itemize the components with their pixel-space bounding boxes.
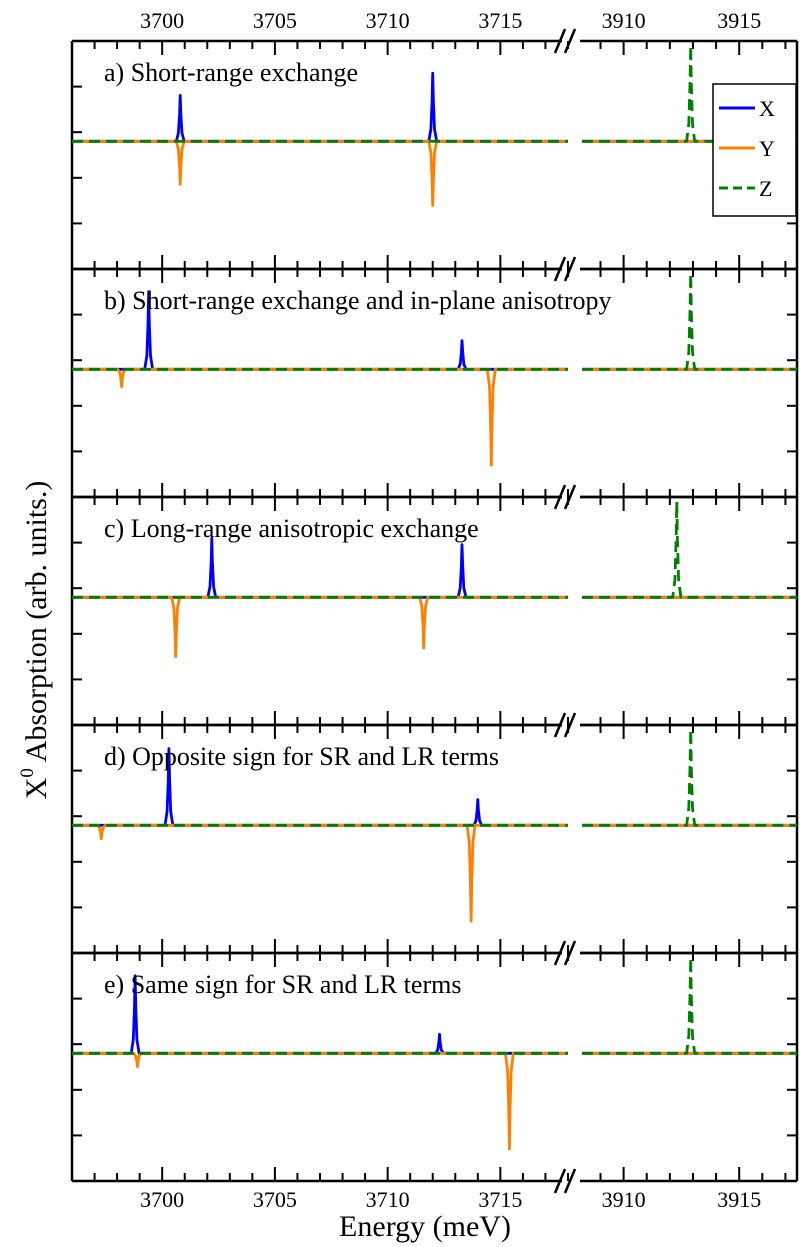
panel-title: e) Same sign for SR and LR terms — [104, 970, 461, 999]
z-series-right — [582, 956, 797, 1055]
z-series-right — [582, 728, 797, 827]
x-tick-label-top: 3700 — [140, 8, 184, 33]
x-tick-label-bottom: 3705 — [253, 1187, 297, 1212]
panel-title: b) Short-range exchange and in-plane ani… — [104, 286, 612, 315]
y-series-left — [72, 139, 568, 207]
panel-title: c) Long-range anisotropic exchange — [104, 514, 479, 543]
axis-break-mark — [553, 28, 567, 54]
y-series-left — [72, 367, 568, 467]
x-tick-label-top: 3715 — [478, 8, 522, 33]
panel-a: a) Short-range exchange — [70, 28, 799, 271]
x-tick-label-top: 3915 — [717, 8, 761, 33]
panel-title: d) Opposite sign for SR and LR terms — [104, 742, 499, 771]
panel-b: b) Short-range exchange and in-plane ani… — [70, 256, 799, 499]
legend-label-x: X — [759, 96, 775, 121]
axis-break-mark — [563, 940, 577, 966]
axis-break-mark — [563, 1168, 577, 1194]
panel-e: e) Same sign for SR and LR terms — [70, 940, 799, 1194]
axis-break-mark — [563, 256, 577, 282]
tick-labels: 3700 3700 3705 3705 3710 3710 3715 3715 3910 3910… — [140, 8, 761, 1212]
y-axis-title-rest: Absorption (arb. units.) — [20, 481, 53, 768]
axis-break-mark — [553, 712, 567, 738]
axis-break-mark — [563, 28, 577, 54]
legend-label-z: Z — [759, 176, 772, 201]
x-tick-label-top: 3705 — [253, 8, 297, 33]
panel-title: a) Short-range exchange — [104, 58, 358, 87]
z-series-right — [582, 44, 797, 143]
x-tick-label-bottom: 3910 — [602, 1187, 646, 1212]
y-axis-title-sup: 0 — [17, 768, 38, 778]
axis-break-mark — [563, 484, 577, 510]
z-series-right — [582, 500, 797, 599]
y-series-left — [72, 1051, 568, 1151]
axis-break-mark — [553, 940, 567, 966]
axis-break-mark — [553, 484, 567, 510]
x-tick-label-top: 3910 — [602, 8, 646, 33]
legend-label-y: Y — [759, 136, 775, 161]
axis-break-mark — [553, 256, 567, 282]
y-series-left — [72, 823, 568, 923]
legend: XYZ — [712, 83, 797, 217]
axis-break-mark — [563, 712, 577, 738]
legend-box — [712, 83, 797, 217]
axis-break-mark — [553, 1168, 567, 1194]
y-series-left — [72, 595, 568, 659]
y-axis-title: X0 Absorption (arb. units.) — [17, 481, 53, 800]
panel-c: c) Long-range anisotropic exchange — [70, 484, 799, 727]
x-series-left — [72, 536, 568, 599]
x-tick-label-bottom: 3715 — [478, 1187, 522, 1212]
x-tick-label-bottom: 3710 — [366, 1187, 410, 1212]
x-tick-label-top: 3710 — [366, 8, 410, 33]
panels: a) Short-range exchange b) Short-range ex… — [70, 28, 799, 1194]
x-tick-label-bottom: 3700 — [140, 1187, 184, 1212]
z-series-right — [582, 272, 797, 371]
y-axis-title-main: X — [20, 777, 53, 799]
panel-d: d) Opposite sign for SR and LR terms — [70, 712, 799, 955]
x-tick-label-bottom: 3915 — [717, 1187, 761, 1212]
x-axis-title: Energy (meV) — [339, 1210, 511, 1243]
